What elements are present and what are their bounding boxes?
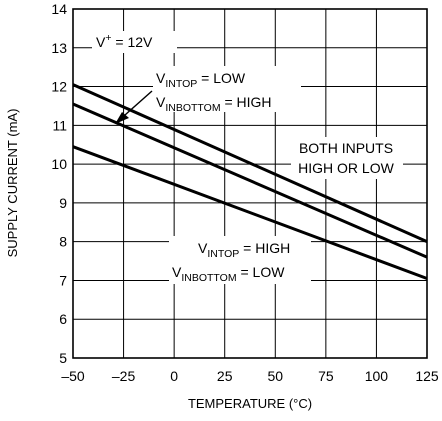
x-tick-label: 125: [415, 368, 439, 384]
y-tick-label: 7: [59, 272, 67, 288]
vin-bottom-high-annotation: VINBOTTOM = HIGH: [156, 94, 272, 114]
y-tick-label: 13: [51, 40, 67, 56]
vplus-annotation: V+ = 12V: [96, 32, 153, 50]
y-tick-label: 9: [59, 195, 67, 211]
vin-top-high-annotation: VINTOP = HIGH: [198, 240, 290, 260]
both-inputs-label-bg: [291, 137, 403, 179]
both-inputs-line1: BOTH INPUTS: [299, 140, 393, 156]
vin-bottom-low-annotation: VINBOTTOM = LOW: [172, 264, 285, 284]
y-tick-label: 14: [51, 1, 67, 17]
y-tick-label: 8: [59, 234, 67, 250]
x-tick-label: 75: [318, 368, 334, 384]
y-tick-label: 5: [59, 350, 67, 366]
x-tick-label: 50: [267, 368, 283, 384]
x-tick-label: 25: [217, 368, 233, 384]
both-inputs-line2: HIGH OR LOW: [298, 160, 394, 176]
y-tick-label: 12: [51, 79, 67, 95]
series-line-3: [72, 145, 428, 280]
y-tick-label: 6: [59, 311, 67, 327]
x-tick-label: –25: [112, 368, 136, 384]
tick-labels: –50 –25 0 25 50 75 100 125 5 6 7 8 9 10 11 12 13 14: [51, 1, 438, 384]
x-tick-label: –50: [61, 368, 85, 384]
annotation-arrowhead: [115, 112, 129, 124]
plot-frame: [72, 8, 428, 359]
top-high-label-bg: [169, 236, 311, 284]
vin-top-low-annotation: VINTOP = LOW: [156, 70, 246, 90]
y-axis-label: SUPPLY CURRENT (mA): [5, 109, 20, 258]
grid-lines: [72, 8, 428, 359]
series-line-1: [72, 83, 428, 244]
x-tick-label: 0: [170, 368, 178, 384]
vplus-label-bg: [92, 31, 177, 53]
top-low-label-bg: [153, 66, 301, 112]
y-tick-label: 11: [52, 117, 67, 133]
y-tick-label: 10: [51, 156, 67, 172]
series-line-2: [72, 102, 428, 259]
data-series: [72, 83, 428, 280]
x-axis-label: TEMPERATURE (°C): [188, 396, 312, 411]
annotation-arrow-line: [124, 90, 153, 116]
x-tick-label: 100: [365, 368, 389, 384]
